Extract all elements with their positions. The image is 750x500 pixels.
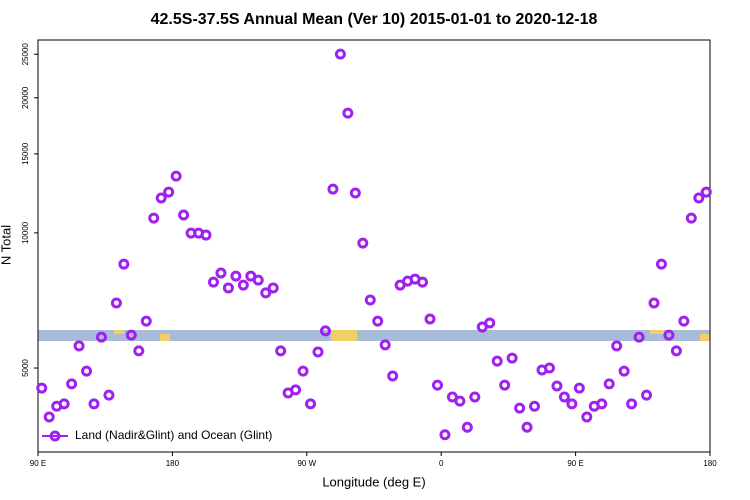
data-point xyxy=(275,345,287,357)
data-point xyxy=(88,398,100,410)
land-mask-marks xyxy=(114,330,710,341)
data-point xyxy=(596,398,608,410)
data-point xyxy=(140,315,152,327)
data-point xyxy=(700,186,712,198)
data-point xyxy=(36,382,48,394)
data-point xyxy=(372,315,384,327)
data-point xyxy=(118,258,130,270)
data-point xyxy=(207,276,219,288)
data-point xyxy=(611,340,623,352)
data-point xyxy=(334,48,346,60)
plot-frame xyxy=(37,39,711,453)
data-point xyxy=(529,400,541,412)
data-point xyxy=(670,345,682,357)
x-tick-label: 180 xyxy=(703,459,717,468)
data-point xyxy=(125,329,137,341)
data-point xyxy=(267,282,279,294)
data-point xyxy=(461,421,473,433)
y-tick-label: 25000 xyxy=(21,43,30,66)
data-point xyxy=(103,389,115,401)
data-point xyxy=(81,365,93,377)
data-point xyxy=(73,340,85,352)
data-point xyxy=(155,192,167,204)
data-point xyxy=(66,378,78,390)
data-point xyxy=(387,370,399,382)
data-point xyxy=(110,297,122,309)
data-point xyxy=(439,429,451,441)
data-point xyxy=(349,187,361,199)
data-point xyxy=(200,229,212,241)
data-point xyxy=(237,279,249,291)
data-point xyxy=(424,313,436,325)
data-point xyxy=(663,329,675,341)
data-point xyxy=(260,287,272,299)
data-point xyxy=(417,276,429,288)
data-point xyxy=(603,378,615,390)
data-point xyxy=(252,274,264,286)
data-point xyxy=(581,411,593,423)
data-point xyxy=(655,258,667,270)
x-tick-label: 180 xyxy=(166,459,180,468)
data-point xyxy=(230,270,242,282)
data-point xyxy=(506,352,518,364)
data-point xyxy=(95,331,107,343)
data-point xyxy=(618,365,630,377)
data-point xyxy=(633,331,645,343)
data-point xyxy=(170,170,182,182)
data-point xyxy=(469,391,481,403)
y-tick-label: 15000 xyxy=(21,142,30,165)
data-point xyxy=(573,382,585,394)
data-point xyxy=(566,398,578,410)
data-point xyxy=(685,212,697,224)
data-point xyxy=(431,379,443,391)
data-point xyxy=(379,339,391,351)
data-point xyxy=(693,192,705,204)
y-tick-label: 5000 xyxy=(21,359,30,377)
data-point xyxy=(521,421,533,433)
data-point xyxy=(215,267,227,279)
y-axis-label: N Total xyxy=(0,225,13,265)
x-axis-label: Longitude (deg E) xyxy=(322,474,425,489)
legend-marker xyxy=(49,430,61,442)
data-point xyxy=(58,398,70,410)
x-tick-label: 90 E xyxy=(567,459,583,468)
data-point xyxy=(297,365,309,377)
data-point xyxy=(133,345,145,357)
data-point xyxy=(148,212,160,224)
data-point xyxy=(678,315,690,327)
data-point xyxy=(499,379,511,391)
data-point xyxy=(305,398,317,410)
data-point xyxy=(641,389,653,401)
x-tick-label: 90 E xyxy=(30,459,46,468)
y-tick-label: 20000 xyxy=(21,86,30,109)
data-point xyxy=(648,297,660,309)
data-point xyxy=(43,411,55,423)
data-point xyxy=(178,209,190,221)
data-point xyxy=(364,294,376,306)
data-point xyxy=(551,380,563,392)
data-point xyxy=(514,402,526,414)
data-point xyxy=(357,237,369,249)
data-point xyxy=(342,107,354,119)
data-point xyxy=(484,317,496,329)
data-point xyxy=(312,346,324,358)
y-tick-label: 10000 xyxy=(21,221,30,244)
data-point xyxy=(543,362,555,374)
chart-title: 42.5S-37.5S Annual Mean (Ver 10) 2015-01… xyxy=(151,11,598,28)
legend-label: Land (Nadir&Glint) and Ocean (Glint) xyxy=(75,428,272,442)
data-point xyxy=(222,282,234,294)
x-tick-label: 90 W xyxy=(297,459,316,468)
data-point xyxy=(290,384,302,396)
data-point xyxy=(163,186,175,198)
x-tick-label: 0 xyxy=(439,459,444,468)
data-point xyxy=(626,398,638,410)
data-point xyxy=(491,355,503,367)
data-point xyxy=(558,391,570,403)
data-point xyxy=(319,325,331,337)
data-point xyxy=(454,395,466,407)
land-mask-band xyxy=(38,330,710,341)
data-point xyxy=(327,183,339,195)
